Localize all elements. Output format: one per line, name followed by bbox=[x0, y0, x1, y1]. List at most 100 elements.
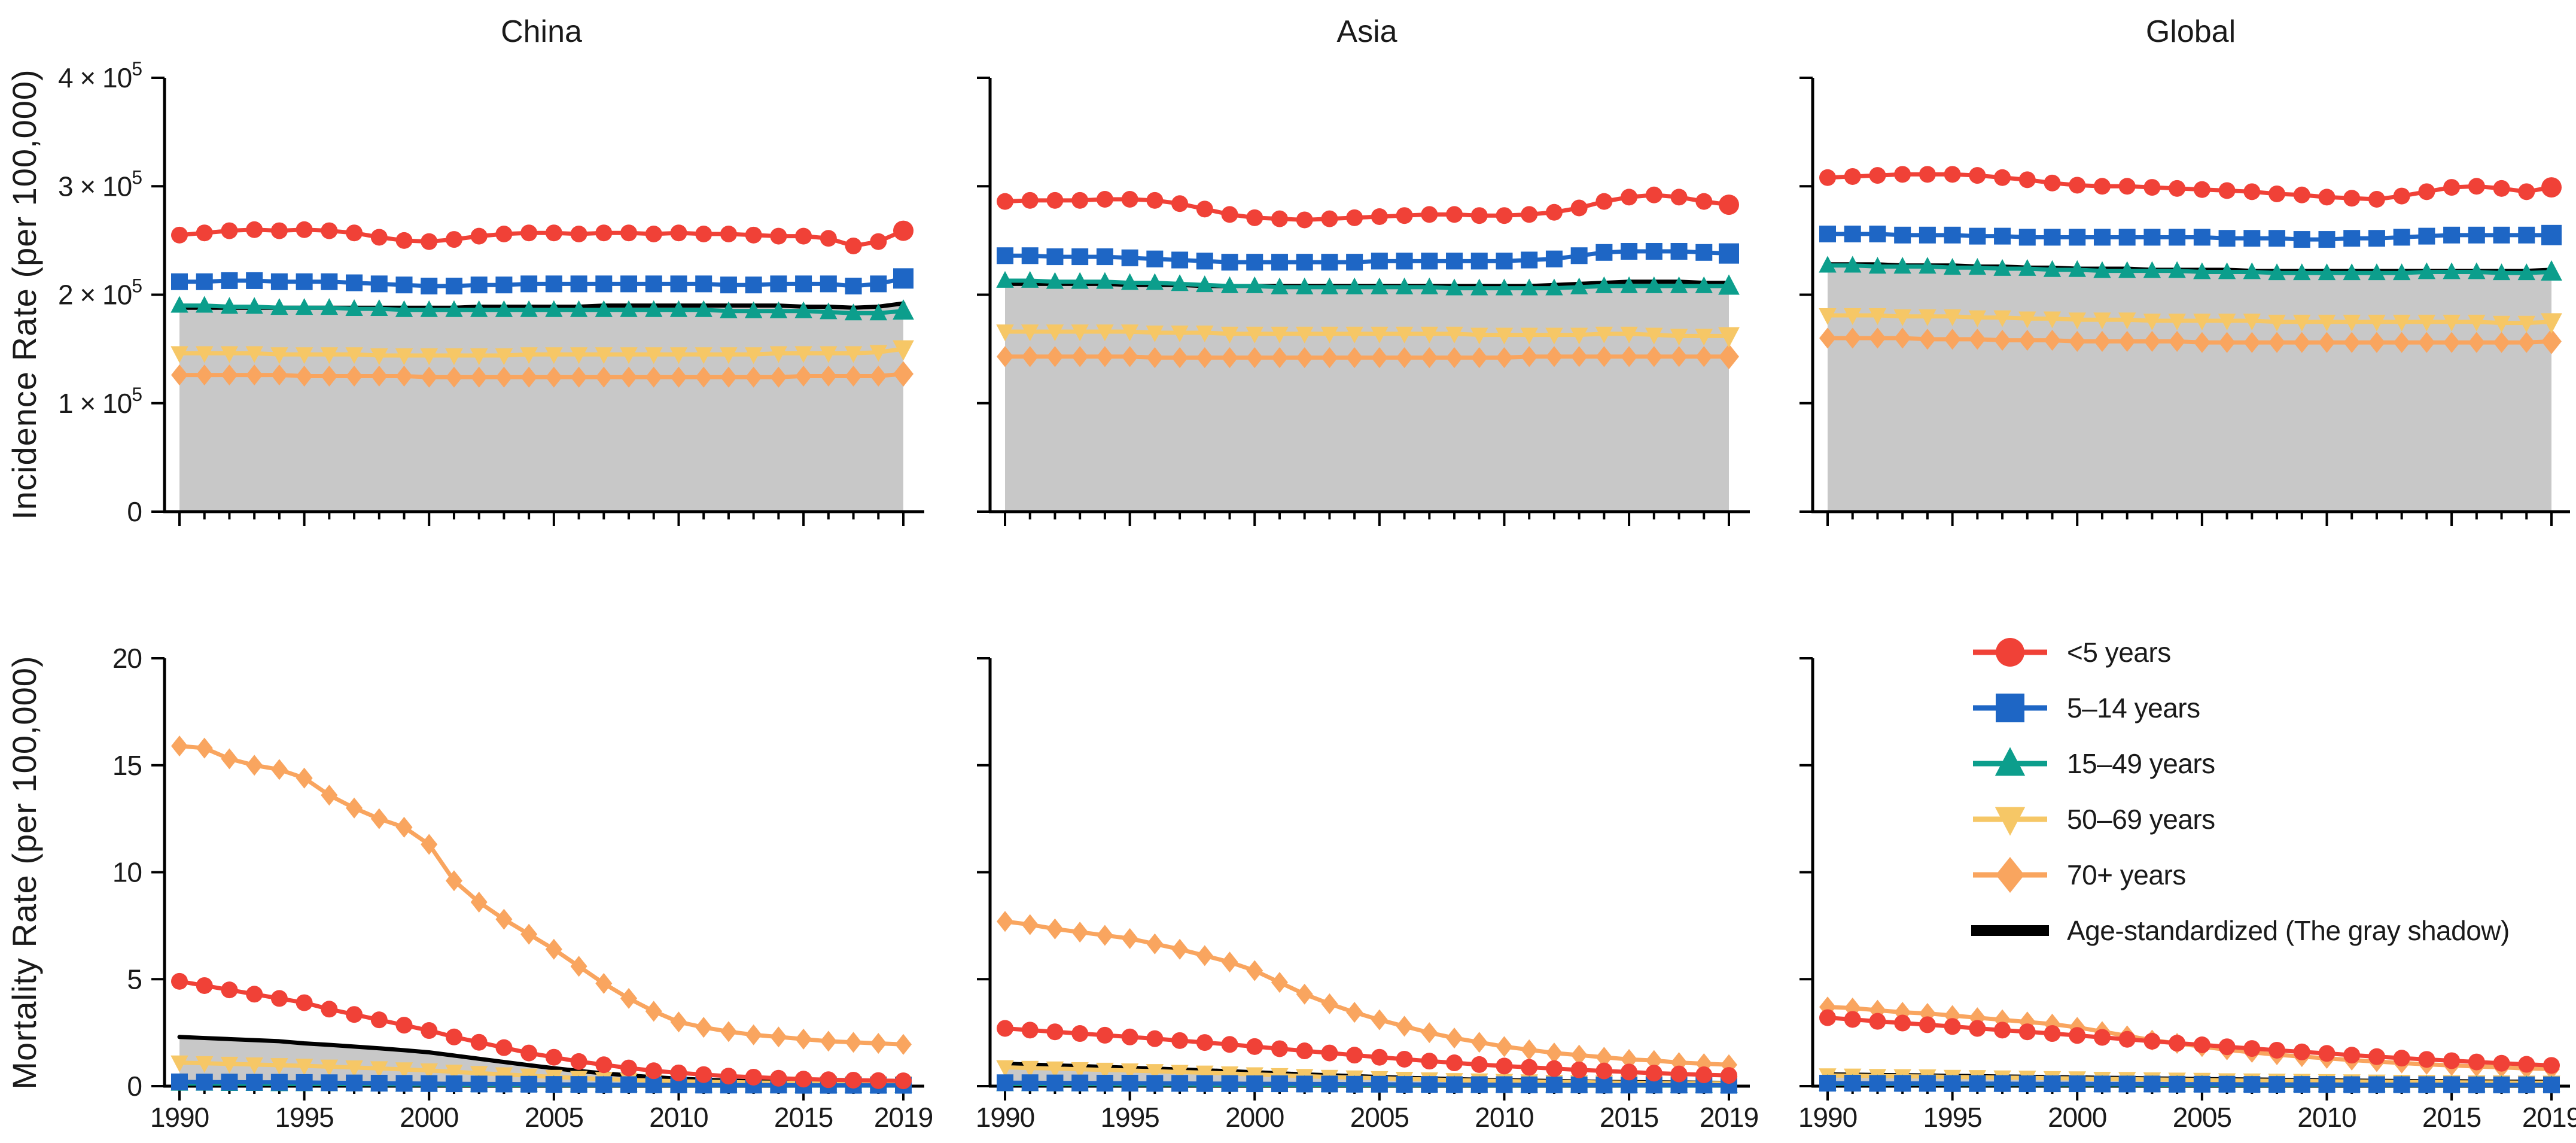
y70plus-marker bbox=[2218, 332, 2236, 353]
y50_69-marker bbox=[220, 1056, 239, 1074]
under5-marker bbox=[1645, 1065, 1662, 1082]
y15_49-marker bbox=[595, 300, 613, 317]
under5-marker bbox=[1819, 169, 1836, 186]
under5-marker bbox=[2018, 1023, 2036, 1041]
y15_49-marker bbox=[2468, 262, 2486, 279]
y15_49-marker bbox=[1844, 256, 1862, 273]
y5_14-marker bbox=[745, 276, 762, 294]
under5-marker bbox=[1819, 1009, 1836, 1026]
under5-marker bbox=[171, 226, 188, 244]
y15_49-marker bbox=[1670, 276, 1688, 293]
y50_69-marker bbox=[1220, 1066, 1239, 1084]
under5-marker bbox=[2318, 189, 2336, 206]
y15_49-marker bbox=[445, 300, 463, 317]
y5_14-marker bbox=[1944, 1075, 1961, 1092]
y5_14-marker bbox=[1545, 1076, 1563, 1093]
y70plus-marker bbox=[545, 366, 562, 388]
y-axis-label-incidence: Incidence Rate (per 100,000) bbox=[5, 69, 43, 519]
y50_69-marker bbox=[720, 347, 738, 364]
legend-label: 15–49 years bbox=[2067, 748, 2215, 779]
x-tick-label: 1995 bbox=[1100, 1102, 1159, 1133]
y70plus-marker bbox=[1944, 329, 1961, 350]
y50_69-marker bbox=[295, 347, 313, 364]
under5-marker bbox=[795, 227, 812, 245]
y5_14-marker bbox=[1695, 244, 1713, 261]
panel-title-china: China bbox=[501, 14, 582, 49]
y15_49-marker bbox=[2168, 261, 2186, 278]
under5-marker bbox=[1894, 166, 1911, 183]
under5-marker bbox=[1321, 210, 1338, 227]
y5_14-marker bbox=[1271, 1075, 1288, 1093]
y5_14-marker bbox=[1869, 1075, 1886, 1092]
y70plus-marker bbox=[2318, 332, 2336, 353]
under5-marker bbox=[2269, 185, 2286, 202]
y50_69-marker bbox=[1120, 324, 1139, 342]
series-under5 bbox=[997, 1020, 1737, 1084]
y70plus-marker bbox=[470, 892, 488, 913]
y15_49-marker bbox=[420, 300, 438, 317]
y50_69-marker bbox=[2218, 314, 2236, 331]
series-y15_49 bbox=[996, 270, 1740, 296]
y50_69-marker bbox=[395, 348, 413, 366]
y70plus-marker bbox=[1146, 347, 1164, 369]
panel-china-mortality: 0 5 10 15 20 1990 1995 2000 2005 2010 2015 2019 bbox=[112, 643, 933, 1133]
y15_49-marker bbox=[1096, 272, 1114, 289]
series-under5 bbox=[1819, 1009, 2560, 1074]
y5_14-marker bbox=[1496, 253, 1513, 270]
y70plus-marker bbox=[1819, 327, 1836, 349]
under5-marker bbox=[196, 977, 213, 994]
y15_49-marker bbox=[1271, 277, 1289, 294]
y70plus-marker bbox=[1521, 1039, 1538, 1060]
under5-marker bbox=[1071, 1025, 1089, 1042]
y15_49-marker bbox=[2068, 260, 2086, 277]
y50_69-marker bbox=[245, 346, 263, 363]
y70plus-marker bbox=[1271, 972, 1288, 993]
y5_14-marker bbox=[870, 275, 887, 293]
under5-marker bbox=[1521, 1059, 1538, 1076]
y15_49-marker bbox=[1470, 278, 1488, 296]
y70plus-marker bbox=[870, 365, 887, 387]
under5-marker bbox=[1595, 1062, 1613, 1080]
under5-marker bbox=[370, 229, 388, 246]
y15_49-marker bbox=[570, 300, 588, 317]
y70plus-marker bbox=[2243, 332, 2261, 353]
under5-marker bbox=[1296, 211, 1313, 229]
y70plus-marker bbox=[795, 365, 812, 387]
y50_69-marker bbox=[2043, 311, 2062, 329]
under5-marker bbox=[2018, 171, 2036, 189]
under5-marker bbox=[1670, 189, 1688, 206]
y5_14-marker bbox=[1969, 1075, 1986, 1092]
y5_14-marker bbox=[2343, 1076, 2361, 1093]
under5-marker bbox=[845, 237, 862, 254]
y70plus-marker bbox=[1196, 945, 1213, 966]
under5-marker bbox=[1969, 1020, 1986, 1037]
y50_69-marker bbox=[1120, 1063, 1139, 1081]
x-tick-label: 2019 bbox=[1700, 1102, 1758, 1133]
y50_69-marker bbox=[420, 348, 438, 366]
y15_49-marker bbox=[1220, 276, 1239, 293]
y5_14-marker bbox=[1496, 1076, 1513, 1093]
under5-marker bbox=[1146, 1030, 1164, 1047]
x-tick-label: 2010 bbox=[1475, 1102, 1533, 1133]
y70plus-marker bbox=[745, 366, 762, 388]
under5-marker bbox=[1496, 207, 1513, 224]
y5_14-marker bbox=[1595, 1077, 1613, 1094]
y5_14-marker bbox=[1196, 253, 1213, 270]
y70plus-marker bbox=[1595, 346, 1613, 367]
y5_14-marker bbox=[2169, 1075, 2186, 1093]
y15_49-marker bbox=[1943, 258, 1962, 275]
under5-marker bbox=[1621, 1063, 1638, 1081]
y5_14-marker bbox=[1919, 1075, 1936, 1092]
y50_69-marker bbox=[2392, 314, 2411, 332]
y5_14-marker bbox=[1296, 254, 1313, 271]
y5_14-marker bbox=[2468, 226, 2485, 244]
y5_14-marker bbox=[1844, 1074, 1861, 1092]
legend-triangle-down-icon bbox=[1995, 807, 2026, 836]
y70plus-marker bbox=[1470, 1032, 1488, 1053]
under5-marker bbox=[997, 1020, 1013, 1037]
series-line bbox=[1825, 172, 2554, 202]
under5-marker bbox=[645, 226, 662, 242]
y-tick-label: 1 × 105 bbox=[58, 384, 142, 419]
y70plus-marker bbox=[246, 755, 263, 776]
y70plus-marker bbox=[221, 364, 238, 386]
